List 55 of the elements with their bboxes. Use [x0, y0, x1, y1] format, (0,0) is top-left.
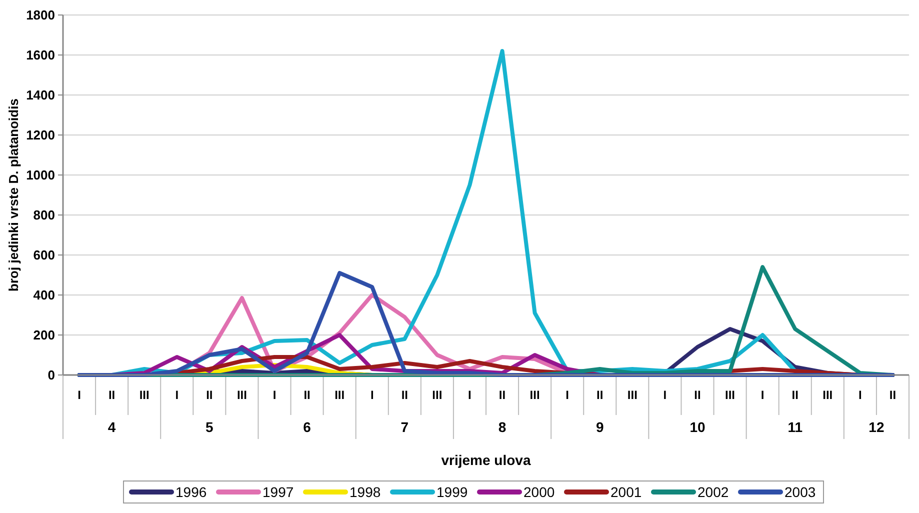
y-tick-label: 200	[33, 328, 55, 343]
y-tick-label: 1200	[26, 128, 55, 143]
x-tick-label: III	[334, 388, 345, 402]
y-tick-label: 400	[33, 288, 55, 303]
x-tick-label: II	[596, 388, 604, 402]
text: 12	[868, 419, 884, 435]
y-tick-label: 1400	[26, 88, 55, 103]
x-tick-label: II	[694, 388, 701, 402]
x-tick-label: II	[401, 388, 408, 402]
legend-label: 2003	[784, 484, 816, 500]
text: 6	[303, 419, 312, 435]
y-tick-label: 1800	[26, 8, 55, 23]
x-tick-label: I	[663, 388, 667, 402]
text: 4	[108, 419, 116, 435]
y-tick-label: 0	[48, 368, 55, 383]
x-tick-label: III	[432, 388, 442, 402]
x-tick-label: I	[858, 388, 862, 402]
text: 10	[690, 419, 706, 435]
y-tick-label: 1000	[26, 168, 55, 183]
legend-label: 2002	[698, 484, 729, 500]
x-tick-label: I	[566, 388, 570, 402]
text: 8	[498, 419, 506, 435]
x-tick-label: I	[760, 388, 764, 402]
x-tick-label: II	[304, 388, 310, 402]
x-tick-label: III	[236, 388, 247, 402]
text: 5	[206, 419, 214, 435]
x-tick-label: II	[498, 388, 506, 402]
x-tick-label: I	[272, 388, 276, 402]
x-tick-label: I	[468, 388, 472, 402]
legend-label: 1998	[350, 484, 381, 500]
y-tick-label: 600	[33, 248, 55, 263]
text: 7	[400, 419, 409, 435]
y-axis-title: broj jedinki vrste D. platanoidis	[6, 98, 21, 292]
x-tick-label: II	[889, 388, 896, 402]
legend-label: 1999	[436, 484, 468, 500]
x-tick-label: III	[725, 388, 736, 402]
x-tick-label: I	[78, 388, 81, 402]
y-tick-label: 1600	[26, 48, 55, 63]
legend-label: 1997	[262, 484, 294, 500]
text: 11	[788, 419, 803, 435]
legend-label: 1996	[176, 484, 207, 500]
text: 9	[596, 419, 604, 435]
legend-label: 2001	[610, 484, 642, 500]
x-tick-label: I	[175, 388, 179, 402]
x-tick-label: II	[108, 388, 116, 402]
y-tick-label: 800	[33, 208, 55, 223]
x-tick-label: III	[530, 388, 540, 402]
x-tick-label: III	[627, 388, 638, 402]
x-tick-label: II	[206, 388, 213, 402]
x-tick-label: III	[822, 388, 833, 402]
x-axis-title: vrijeme ulova	[441, 452, 531, 468]
legend-label: 2000	[524, 484, 555, 500]
x-tick-label: II	[792, 388, 798, 402]
x-tick-label: I	[370, 388, 374, 402]
x-tick-label: III	[139, 388, 150, 402]
